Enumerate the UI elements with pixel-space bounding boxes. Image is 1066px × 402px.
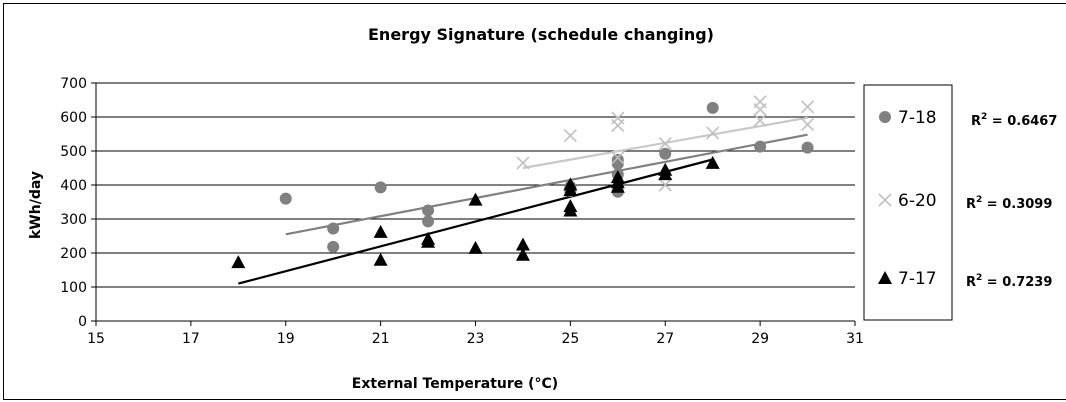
point-7-17 <box>231 255 246 269</box>
legend-label-6-20: 6-20 <box>898 191 937 211</box>
point-7-18 <box>801 141 814 154</box>
chart-title: Energy Signature (schedule changing) <box>368 25 714 44</box>
grid-lines <box>96 82 855 288</box>
point-6-20 <box>563 129 577 143</box>
r-squared-label-6-20: R2 = 0.3099 <box>966 195 1052 212</box>
y-tick-label: 500 <box>60 144 87 160</box>
x-tick-label: 21 <box>372 331 390 347</box>
y-tick-label: 0 <box>78 314 87 330</box>
point-7-18 <box>279 192 292 205</box>
point-6-20 <box>753 102 767 117</box>
point-7-18 <box>706 101 719 114</box>
y-tick-label: 400 <box>60 178 87 194</box>
legend-box <box>863 84 953 321</box>
point-7-17 <box>468 192 483 206</box>
point-7-18 <box>422 215 435 228</box>
point-6-20 <box>611 151 625 165</box>
legend-marker-7-17 <box>878 271 892 284</box>
r-squared-label-7-17: R2 = 0.7239 <box>966 273 1052 290</box>
point-7-17 <box>373 224 388 238</box>
r-squared-label-7-18: R2 = 0.6467 <box>971 112 1057 129</box>
point-7-17 <box>658 167 673 181</box>
data-points <box>231 95 815 269</box>
point-7-18 <box>327 240 340 253</box>
y-tick-label: 200 <box>60 246 87 262</box>
x-tick-label: 31 <box>846 331 864 347</box>
point-6-20 <box>658 178 672 192</box>
point-7-18 <box>659 147 672 160</box>
x-axis-label: External Temperature (°C) <box>352 376 558 392</box>
point-7-17 <box>515 247 530 261</box>
point-7-18 <box>754 140 767 153</box>
point-7-18 <box>422 204 435 217</box>
trendline-7-17 <box>238 158 713 285</box>
x-tick-label: 17 <box>182 331 200 347</box>
y-tick-labels: 0 100 200 300 400 500 600 700 <box>60 76 87 330</box>
point-7-17 <box>373 252 388 266</box>
r-squared-symbol: R <box>966 275 976 290</box>
r-squared-value: = 0.3099 <box>982 197 1052 212</box>
trendline-7-18 <box>285 133 808 236</box>
x-tick-label: 29 <box>751 331 769 347</box>
r-squared-symbol: R <box>971 114 981 129</box>
point-7-17 <box>468 240 483 254</box>
r-squared-value: = 0.6467 <box>987 114 1057 129</box>
point-7-18 <box>327 222 340 235</box>
r-squared-exponent: 2 <box>981 112 987 122</box>
point-6-20 <box>611 118 625 133</box>
x-tick-label: 23 <box>467 331 485 347</box>
point-7-17 <box>563 203 578 217</box>
axes <box>91 82 856 326</box>
x-tick-label: 25 <box>561 331 579 347</box>
point-6-20 <box>706 126 720 140</box>
y-tick-label: 700 <box>60 76 87 92</box>
r-squared-value: = 0.7239 <box>982 275 1052 290</box>
y-axis-label: kWh/day <box>28 171 44 239</box>
r-squared-symbol: R <box>966 197 976 212</box>
y-tick-label: 300 <box>60 212 87 228</box>
legend-marker-6-20 <box>878 193 892 207</box>
legend-label-7-18: 7-18 <box>898 108 937 128</box>
point-7-17 <box>705 155 720 169</box>
point-6-20 <box>658 136 672 151</box>
point-6-20 <box>800 117 815 132</box>
point-7-17 <box>563 183 578 197</box>
point-7-18 <box>611 157 624 170</box>
legend-label-7-17: 7-17 <box>898 269 937 289</box>
point-7-17 <box>515 237 530 251</box>
x-tick-label: 15 <box>87 331 105 347</box>
x-tick-labels: 15 17 19 21 23 25 27 29 31 <box>87 331 864 347</box>
point-7-17 <box>421 234 436 248</box>
r-squared-exponent: 2 <box>976 195 982 205</box>
point-6-20 <box>753 113 767 127</box>
y-tick-label: 600 <box>60 110 87 126</box>
point-6-20 <box>800 100 815 114</box>
point-7-18 <box>374 181 387 194</box>
r-squared-exponent: 2 <box>976 273 982 283</box>
point-7-17 <box>610 179 625 193</box>
x-tick-label: 19 <box>277 331 295 347</box>
chart-frame <box>3 3 1066 400</box>
y-tick-label: 100 <box>60 280 87 296</box>
x-tick-label: 27 <box>656 331 674 347</box>
point-6-20 <box>516 156 530 170</box>
legend-marker-7-18 <box>879 111 891 123</box>
